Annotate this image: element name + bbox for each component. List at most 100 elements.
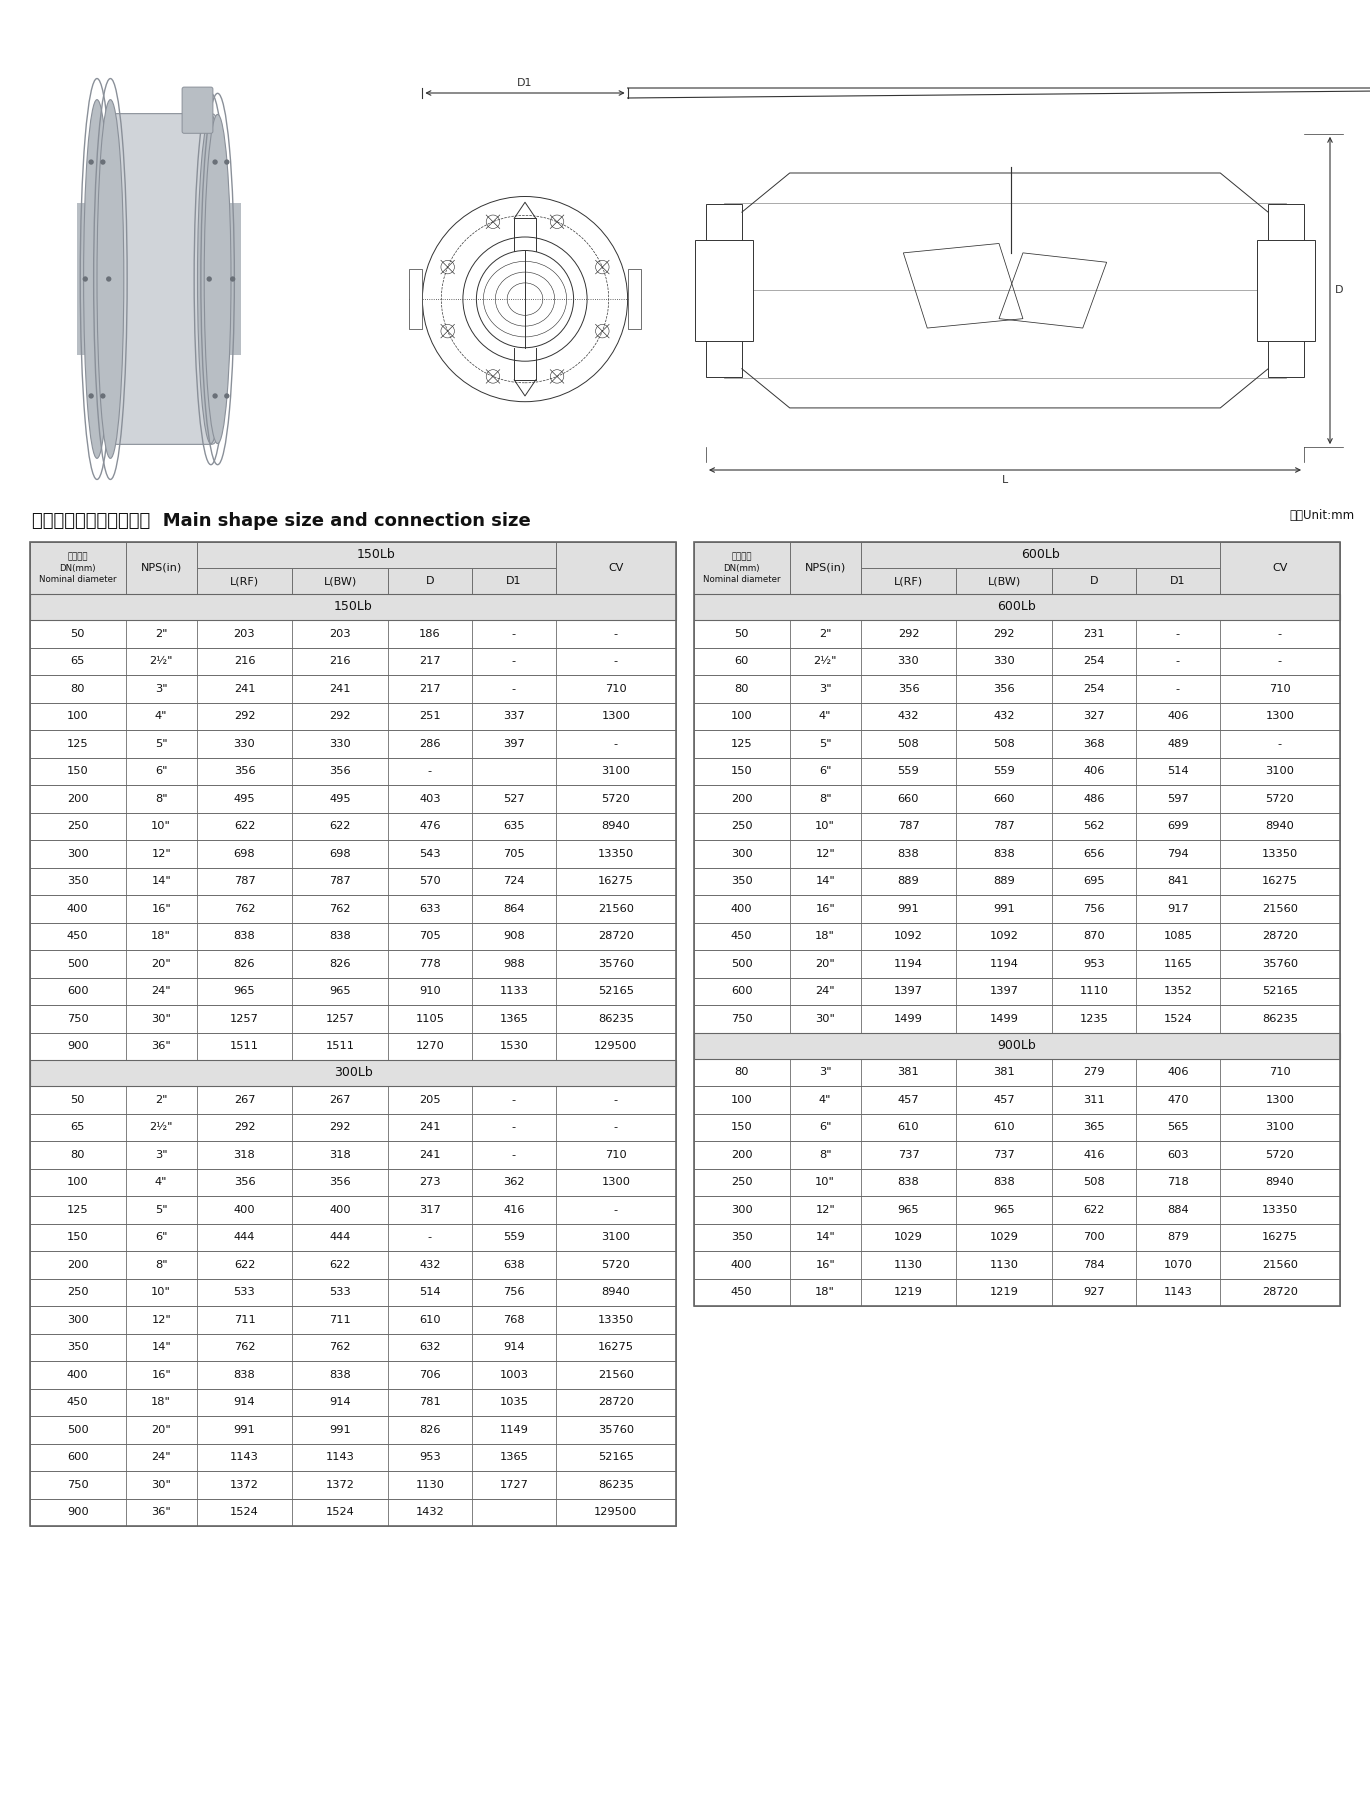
Text: L(RF): L(RF) [230, 575, 259, 586]
Bar [1136, 647, 1219, 674]
Text: 292: 292 [329, 1122, 351, 1133]
Text: 889: 889 [993, 876, 1015, 886]
Circle shape [105, 277, 111, 282]
Text: 400: 400 [732, 1260, 752, 1269]
Text: 254: 254 [1084, 683, 1104, 694]
Bar [292, 786, 388, 813]
Bar [1269, 205, 1304, 376]
Text: 35760: 35760 [1262, 958, 1297, 969]
Circle shape [212, 160, 218, 165]
Bar [292, 1223, 388, 1251]
Text: 914: 914 [503, 1343, 525, 1352]
Bar [956, 949, 1052, 978]
Text: 350: 350 [732, 876, 752, 886]
Bar [30, 620, 126, 647]
Bar [1136, 813, 1219, 840]
Text: 927: 927 [1084, 1287, 1104, 1296]
Bar [860, 1251, 956, 1278]
Bar [292, 1334, 388, 1361]
Text: 86235: 86235 [597, 1014, 634, 1023]
Text: 8": 8" [155, 793, 167, 804]
Bar [556, 703, 675, 730]
Text: -: - [1175, 629, 1180, 638]
Text: 8": 8" [155, 1260, 167, 1269]
Text: 403: 403 [419, 793, 441, 804]
Text: 250: 250 [732, 822, 752, 831]
Text: 52165: 52165 [597, 1453, 634, 1462]
Text: 5720: 5720 [601, 793, 630, 804]
Bar [388, 1196, 471, 1223]
Bar [695, 1086, 1340, 1113]
Text: 400: 400 [329, 1205, 351, 1215]
Bar [695, 895, 1340, 922]
Text: 600: 600 [67, 1453, 89, 1462]
Text: 36": 36" [151, 1041, 171, 1052]
Text: 13350: 13350 [597, 1314, 634, 1325]
Bar [471, 1417, 556, 1444]
Bar [860, 1196, 956, 1223]
Text: 30": 30" [151, 1480, 171, 1491]
Bar [956, 1059, 1052, 1086]
Bar [292, 1471, 388, 1498]
Text: 508: 508 [1084, 1178, 1104, 1187]
Text: 350: 350 [732, 1232, 752, 1242]
Bar [30, 1417, 126, 1444]
Bar [1136, 1142, 1219, 1169]
Text: 200: 200 [732, 793, 752, 804]
Bar [30, 1334, 126, 1361]
Bar [556, 541, 675, 593]
Bar [471, 786, 556, 813]
Bar [556, 1169, 675, 1196]
Bar [627, 270, 641, 329]
Text: 838: 838 [234, 1370, 255, 1379]
Bar [956, 1223, 1052, 1251]
Text: -: - [1278, 739, 1282, 748]
Text: 965: 965 [897, 1205, 919, 1215]
Bar [956, 813, 1052, 840]
Bar [126, 757, 197, 786]
Text: 10": 10" [815, 822, 836, 831]
Bar [956, 1278, 1052, 1305]
Text: 4": 4" [155, 712, 167, 721]
Text: 21560: 21560 [1262, 1260, 1297, 1269]
Text: 16": 16" [151, 1370, 171, 1379]
Text: -: - [512, 683, 516, 694]
Bar [1219, 1005, 1340, 1032]
Bar [30, 1169, 126, 1196]
Text: 787: 787 [897, 822, 919, 831]
Bar [556, 895, 675, 922]
Text: 1070: 1070 [1163, 1260, 1192, 1269]
Bar [1219, 949, 1340, 978]
Bar [695, 867, 1340, 895]
Text: 444: 444 [234, 1232, 255, 1242]
Ellipse shape [97, 99, 123, 458]
Text: 489: 489 [1167, 739, 1189, 748]
Bar [860, 620, 956, 647]
Text: 1372: 1372 [326, 1480, 355, 1491]
Bar [388, 949, 471, 978]
Bar [30, 1196, 126, 1223]
Bar [30, 840, 126, 867]
Bar [695, 840, 1340, 867]
Bar [789, 674, 860, 703]
Text: 2½": 2½" [149, 656, 173, 667]
Text: 10": 10" [815, 1178, 836, 1187]
Bar [471, 1361, 556, 1388]
Text: 20": 20" [151, 958, 171, 969]
Bar [471, 647, 556, 674]
Bar [556, 1361, 675, 1388]
Bar [126, 1169, 197, 1196]
Text: 1143: 1143 [326, 1453, 355, 1462]
Bar [695, 1223, 1340, 1251]
Bar [1136, 674, 1219, 703]
Text: D: D [426, 575, 434, 586]
Text: 250: 250 [67, 822, 89, 831]
Text: 400: 400 [732, 904, 752, 913]
Bar [30, 1005, 675, 1032]
Bar [695, 241, 752, 340]
Bar [30, 1169, 675, 1196]
Text: 533: 533 [234, 1287, 255, 1296]
Text: 80: 80 [734, 1068, 749, 1077]
Bar [292, 1086, 388, 1113]
Text: 52165: 52165 [597, 987, 634, 996]
